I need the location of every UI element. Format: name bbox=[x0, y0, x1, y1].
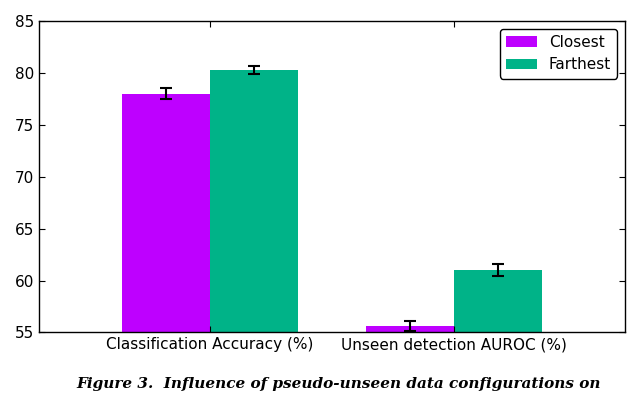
Bar bbox=[366, 326, 454, 333]
Bar bbox=[210, 70, 298, 333]
Text: Figure 3.  Influence of pseudo-unseen data configurations on: Figure 3. Influence of pseudo-unseen dat… bbox=[77, 377, 602, 391]
Bar bbox=[122, 94, 210, 333]
Bar bbox=[454, 270, 542, 333]
Legend: Closest, Farthest: Closest, Farthest bbox=[500, 29, 618, 79]
